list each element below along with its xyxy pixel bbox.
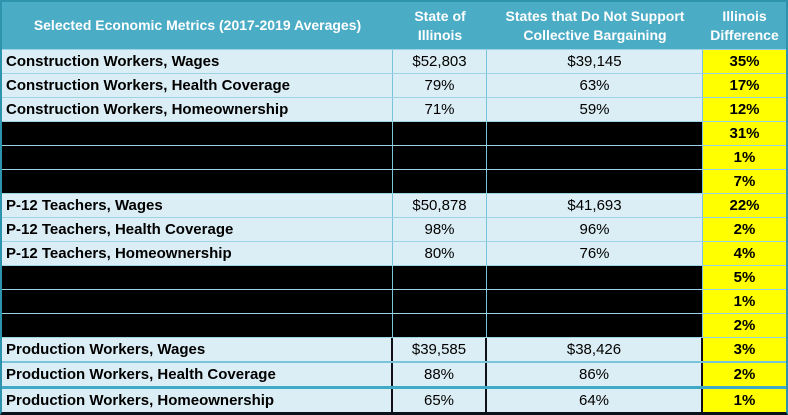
illinois-value: $52,803 <box>393 50 487 73</box>
table-row: Production Workers, Homeownership 65% 64… <box>2 386 786 412</box>
metric-label <box>2 290 393 313</box>
non-cb-states-value <box>487 170 703 193</box>
illinois-value <box>393 122 487 145</box>
illinois-value: 80% <box>393 242 487 265</box>
non-cb-states-value: 76% <box>487 242 703 265</box>
metric-label: Production Workers, Wages <box>2 338 393 361</box>
difference-value: 2% <box>703 218 786 241</box>
illinois-value: 98% <box>393 218 487 241</box>
table-row: Construction Workers, Wages $52,803 $39,… <box>2 49 786 73</box>
illinois-value <box>393 146 487 169</box>
table-row: 5% <box>2 265 786 289</box>
metric-label <box>2 266 393 289</box>
metric-label <box>2 170 393 193</box>
difference-value: 1% <box>703 146 786 169</box>
difference-value: 35% <box>703 50 786 73</box>
illinois-value <box>393 170 487 193</box>
illinois-value <box>393 290 487 313</box>
non-cb-states-value: 96% <box>487 218 703 241</box>
non-cb-states-value: $41,693 <box>487 194 703 217</box>
difference-value: 2% <box>703 314 786 337</box>
non-cb-states-value <box>487 314 703 337</box>
difference-value: 22% <box>703 194 786 217</box>
table-row: 7% <box>2 169 786 193</box>
header-illinois-difference: Illinois Difference <box>710 8 779 43</box>
metric-label: P-12 Teachers, Homeownership <box>2 242 393 265</box>
non-cb-states-value: 59% <box>487 98 703 121</box>
table-row: 1% <box>2 145 786 169</box>
difference-value: 17% <box>703 74 786 97</box>
metric-label: P-12 Teachers, Health Coverage <box>2 218 393 241</box>
difference-value: 4% <box>703 242 786 265</box>
metric-label: P-12 Teachers, Wages <box>2 194 393 217</box>
table-row: 2% <box>2 313 786 337</box>
metric-label: Construction Workers, Homeownership <box>2 98 393 121</box>
header-state-of-illinois: State of Illinois <box>414 8 466 43</box>
header-metrics-title: Selected Economic Metrics (2017-2019 Ave… <box>33 17 362 34</box>
metric-label: Construction Workers, Health Coverage <box>2 74 393 97</box>
table-row: Construction Workers, Homeownership 71% … <box>2 97 786 121</box>
metric-label: Construction Workers, Wages <box>2 50 393 73</box>
difference-value: 3% <box>703 338 786 361</box>
table-header-row: Selected Economic Metrics (2017-2019 Ave… <box>2 2 786 49</box>
illinois-value: $39,585 <box>393 338 487 361</box>
illinois-value: 79% <box>393 74 487 97</box>
table-row: 1% <box>2 289 786 313</box>
metric-label <box>2 314 393 337</box>
difference-value: 7% <box>703 170 786 193</box>
illinois-value: 88% <box>393 363 487 386</box>
non-cb-states-value: 64% <box>487 389 703 412</box>
table-row: Production Workers, Health Coverage 88% … <box>2 361 786 386</box>
difference-value: 2% <box>703 363 786 386</box>
non-cb-states-value: $38,426 <box>487 338 703 361</box>
difference-value: 12% <box>703 98 786 121</box>
table-row: 31% <box>2 121 786 145</box>
metric-label <box>2 122 393 145</box>
non-cb-states-value <box>487 146 703 169</box>
header-non-collective-bargaining-states: States that Do Not Support Collective Ba… <box>505 8 685 43</box>
difference-value: 1% <box>703 389 786 412</box>
non-cb-states-value: $39,145 <box>487 50 703 73</box>
table-row: P-12 Teachers, Homeownership 80% 76% 4% <box>2 241 786 265</box>
non-cb-states-value <box>487 122 703 145</box>
non-cb-states-value <box>487 266 703 289</box>
illinois-value: $50,878 <box>393 194 487 217</box>
table-row: Construction Workers, Health Coverage 79… <box>2 73 786 97</box>
illinois-value: 71% <box>393 98 487 121</box>
non-cb-states-value <box>487 290 703 313</box>
metric-label: Production Workers, Health Coverage <box>2 363 393 386</box>
table-body: Construction Workers, Wages $52,803 $39,… <box>2 49 786 412</box>
non-cb-states-value: 86% <box>487 363 703 386</box>
table-row: P-12 Teachers, Health Coverage 98% 96% 2… <box>2 217 786 241</box>
illinois-value <box>393 314 487 337</box>
difference-value: 1% <box>703 290 786 313</box>
difference-value: 5% <box>703 266 786 289</box>
metric-label: Production Workers, Homeownership <box>2 389 393 412</box>
table-row: Production Workers, Wages $39,585 $38,42… <box>2 337 786 361</box>
illinois-value: 65% <box>393 389 487 412</box>
illinois-value <box>393 266 487 289</box>
difference-value: 31% <box>703 122 786 145</box>
metric-label <box>2 146 393 169</box>
table-row: P-12 Teachers, Wages $50,878 $41,693 22% <box>2 193 786 217</box>
non-cb-states-value: 63% <box>487 74 703 97</box>
